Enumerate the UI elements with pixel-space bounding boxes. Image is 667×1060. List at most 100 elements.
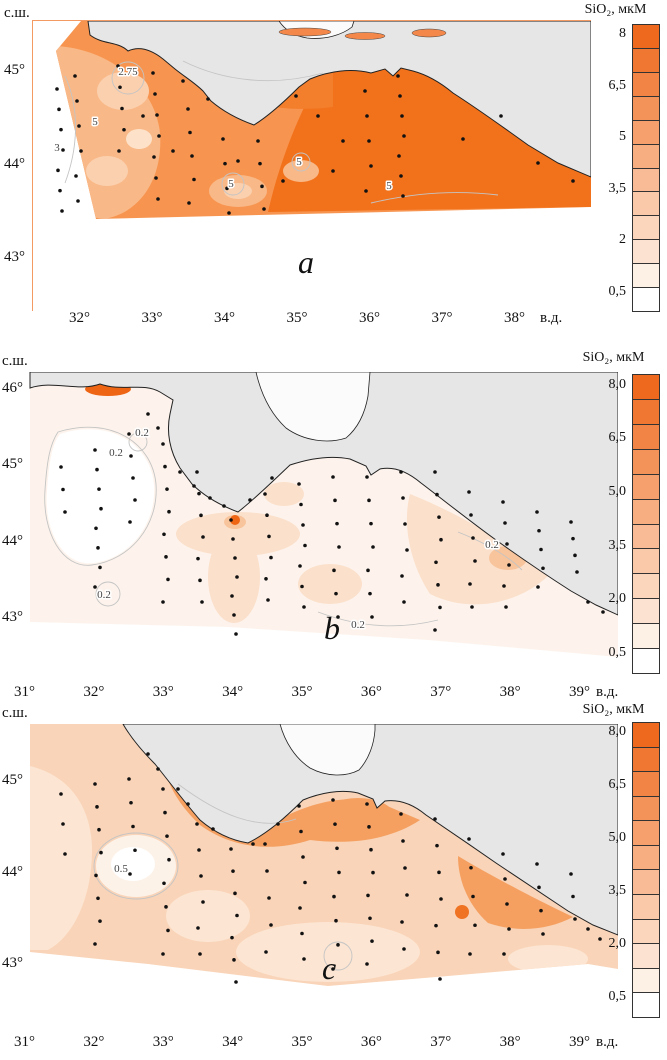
- station-dot: [122, 127, 126, 132]
- station-dot: [403, 866, 407, 870]
- axis-tick-label: 45°: [4, 62, 25, 78]
- station-dot: [363, 89, 367, 93]
- station-dot: [334, 918, 338, 923]
- station-dot: [503, 877, 507, 881]
- station-dot: [198, 952, 202, 956]
- station-dot: [405, 548, 409, 552]
- colorbar-segment: [633, 120, 659, 145]
- station-dot: [231, 869, 235, 873]
- station-dot: [331, 967, 335, 971]
- station-dot: [181, 79, 185, 83]
- axis-tick-label: 32°: [83, 684, 105, 700]
- station-dot: [165, 834, 169, 838]
- station-dot: [370, 939, 374, 943]
- station-dot: [539, 908, 543, 913]
- colorbar-segment: [633, 72, 659, 97]
- station-dot: [197, 848, 201, 852]
- station-dot: [97, 487, 101, 491]
- station-dot: [156, 767, 160, 771]
- station-dot: [192, 484, 196, 488]
- station-dot: [192, 177, 196, 182]
- map-panel-c: 0.5: [30, 724, 618, 986]
- colorbar-segment: [633, 895, 659, 920]
- station-dot: [61, 148, 65, 152]
- station-dot: [437, 515, 441, 519]
- station-dot: [79, 149, 83, 153]
- station-dot: [405, 893, 409, 897]
- axis-tick-label: 36°: [360, 684, 382, 700]
- station-dot: [366, 568, 370, 573]
- station-dot: [269, 555, 273, 560]
- contour-label: 2.75: [118, 66, 138, 78]
- station-dot: [468, 952, 472, 956]
- axis-tick-label: 37°: [431, 310, 453, 326]
- station-dot: [369, 164, 373, 168]
- colorbar-segment: [633, 25, 659, 49]
- axis-tick-label: 34°: [222, 1034, 244, 1050]
- station-dot: [270, 476, 274, 480]
- contour-value-labels-c: 0.5: [113, 862, 130, 877]
- lat-axis-title-b: с.ш.: [2, 353, 28, 369]
- station-dot: [336, 615, 340, 619]
- station-dot: [435, 843, 439, 848]
- station-dot: [367, 498, 371, 503]
- station-dot: [55, 87, 59, 91]
- colorbar-tick-label: 0,5: [608, 645, 627, 660]
- colorbar-tick-label: 0,5: [608, 989, 627, 1005]
- station-dot: [116, 64, 120, 68]
- station-dot: [234, 980, 238, 984]
- station-dot: [199, 874, 203, 878]
- station-dot: [201, 900, 205, 904]
- colorbar-tick-labels-b: 8,0 6,5 5,0 3,5 2,0 0,5: [586, 374, 627, 674]
- colorbar-gradient-a: [632, 24, 660, 312]
- station-dot: [58, 188, 62, 193]
- station-dot: [146, 752, 150, 756]
- panel-c: с.ш. SiO₂, мкМ 45° 44° 43° 0.5 c: [0, 700, 667, 1060]
- station-dot: [154, 176, 158, 180]
- colorbar-tick-label: 8,0: [608, 724, 627, 740]
- station-dot: [63, 510, 67, 514]
- station-dot: [93, 585, 97, 589]
- station-dot: [434, 560, 438, 565]
- contour-lines-c: [93, 783, 353, 971]
- station-dot: [438, 605, 442, 610]
- station-dot: [156, 197, 160, 201]
- station-dot: [201, 535, 205, 539]
- station-dot: [196, 926, 200, 930]
- station-dot: [298, 564, 302, 568]
- station-dot: [74, 174, 78, 178]
- station-dot: [369, 521, 373, 526]
- station-dot: [161, 442, 165, 446]
- axis-tick-label: 33°: [141, 310, 163, 326]
- station-dot: [266, 598, 270, 602]
- colorbar-tick-label: 6,5: [608, 77, 627, 93]
- lon-axis-title-a: в.д.: [540, 310, 563, 326]
- station-dot: [165, 487, 169, 491]
- station-dot: [155, 113, 159, 117]
- station-dot: [535, 862, 539, 866]
- axis-tick-label: 44°: [4, 155, 25, 172]
- station-dot: [61, 487, 65, 492]
- station-dot: [61, 822, 65, 826]
- station-dot: [151, 71, 155, 75]
- station-dot: [301, 523, 305, 527]
- station-dot: [569, 872, 573, 876]
- station-dot: [167, 857, 171, 862]
- contour-label: 5: [92, 116, 98, 128]
- axis-tick-label: 35°: [286, 310, 308, 326]
- station-dot: [367, 825, 371, 829]
- station-dot: [232, 613, 236, 617]
- station-dot: [75, 99, 79, 103]
- axis-tick-label: 38°: [499, 1034, 521, 1050]
- contour-label: 0.2: [109, 447, 123, 459]
- contour-label: 0.2: [351, 619, 365, 631]
- station-dot: [117, 149, 121, 153]
- station-dot: [369, 847, 373, 852]
- station-dot: [260, 184, 264, 189]
- station-dot: [164, 555, 168, 559]
- station-dot: [401, 496, 405, 500]
- station-dot: [575, 570, 579, 574]
- colorbar-segment: [633, 944, 659, 969]
- station-dot: [403, 522, 407, 526]
- station-dot: [197, 491, 201, 496]
